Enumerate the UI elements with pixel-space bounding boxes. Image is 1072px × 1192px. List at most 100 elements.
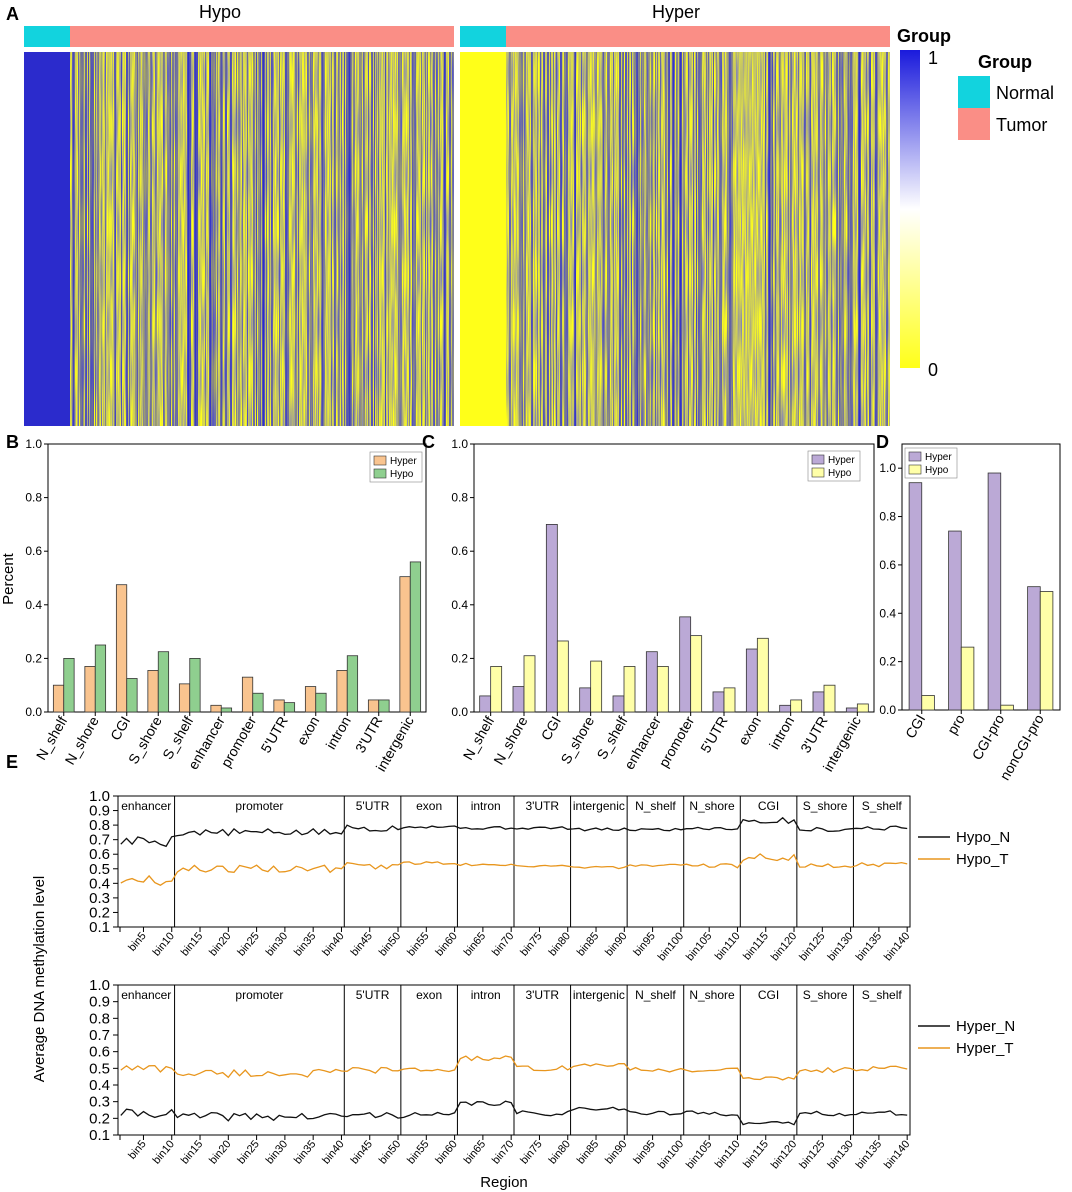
- heatmap-stripe: [253, 52, 255, 426]
- bar-hypo-5'UTR: [723, 687, 736, 713]
- heatmap-stripe: [81, 52, 83, 426]
- bar-hypo-S_shelf: [623, 666, 636, 713]
- x-tick-label: bin35: [292, 1138, 318, 1166]
- heatmap-stripe: [665, 52, 667, 426]
- region-label: intergenic: [573, 988, 625, 1002]
- y-tick-label: 0.8: [89, 817, 110, 834]
- heatmap-stripe: [236, 52, 237, 426]
- region-label: promoter: [235, 988, 283, 1002]
- heatmap-stripe: [78, 52, 79, 426]
- y-tick-label: 0.4: [25, 598, 42, 612]
- heatmap-stripe: [91, 52, 92, 426]
- bar-hyper-N_shore: [512, 686, 525, 713]
- bar-hyper-CGI: [545, 524, 558, 713]
- heatmap-stripe: [129, 52, 130, 426]
- heatmap-stripe: [866, 52, 867, 426]
- x-tick-label: CGI: [107, 714, 133, 744]
- x-tick-label: bin30: [264, 930, 290, 958]
- legend-swatch-hyper: [908, 451, 922, 462]
- heatmap-stripe: [101, 52, 102, 426]
- y-tick-label: 1.0: [89, 788, 110, 805]
- heatmap-stripe: [145, 52, 147, 426]
- line-hypo_t: [120, 853, 908, 886]
- region-label: CGI: [758, 988, 779, 1002]
- bar-hypo-N_shore: [523, 655, 536, 713]
- heatmap-stripe: [602, 52, 604, 426]
- bar-hyper-S_shore: [147, 670, 159, 713]
- x-tick-label: bin60: [433, 930, 459, 958]
- hypo-tumor-annotation: [70, 26, 454, 47]
- region-label: S_shore: [803, 988, 848, 1002]
- x-tick-label: bin65: [462, 930, 488, 958]
- y-tick-label: 0.2: [879, 655, 896, 669]
- heatmap-stripe: [886, 52, 888, 426]
- hyper-tumor-block: [506, 52, 890, 426]
- hyper-normal-block: [460, 52, 506, 426]
- x-tick-label: bin15: [179, 930, 205, 958]
- heatmap-stripe: [716, 52, 717, 426]
- x-tick-label: bin110: [713, 1138, 743, 1170]
- heatmap-stripe: [556, 52, 557, 426]
- heatmap-stripe: [163, 52, 164, 426]
- e-xlabel: Region: [480, 1174, 528, 1191]
- bar-hyper-S_shore: [579, 687, 592, 713]
- heatmap-stripe: [537, 52, 538, 426]
- bar-hypo-exon: [756, 637, 769, 713]
- heatmap-stripe: [877, 52, 878, 426]
- bar-hypo-intergenic: [856, 703, 869, 713]
- heatmap-stripe: [680, 52, 682, 426]
- heatmap-stripe: [553, 52, 554, 426]
- y-tick-label: 0.7: [89, 832, 110, 849]
- heatmap-stripe: [220, 52, 222, 426]
- heatmap-stripe: [266, 52, 267, 426]
- panel-a: A Hypo Hyper Group 1 0 Group Normal: [6, 2, 1054, 426]
- heatmap-stripe: [574, 52, 576, 426]
- heatmap-stripe: [287, 52, 289, 426]
- region-label: 3'UTR: [525, 799, 559, 813]
- x-tick-label: CGI: [902, 712, 928, 742]
- x-tick-label: pro: [944, 711, 968, 737]
- y-tick-label: 0.3: [89, 890, 110, 907]
- bar-hypo-5'UTR: [283, 702, 296, 713]
- heatmap-stripe: [798, 52, 799, 426]
- heatmap-stripe: [97, 52, 99, 426]
- bar-hyper-nonCGI-pro: [1027, 586, 1041, 711]
- heatmap-stripe: [147, 52, 148, 426]
- heatmap-stripe: [195, 52, 196, 426]
- heatmap-stripe: [769, 52, 771, 426]
- heatmap-stripe: [439, 52, 440, 426]
- heatmap-stripe: [859, 52, 861, 426]
- heatmap-stripe: [150, 52, 152, 426]
- bar-hypo-exon: [315, 692, 327, 713]
- panel-e: E Average DNA methylation level Region 0…: [6, 752, 1015, 1191]
- heatmap-stripe: [260, 52, 261, 426]
- bar-hypo-N_shelf: [490, 666, 503, 713]
- colorbar-title: Group: [897, 26, 951, 46]
- heatmap-stripe: [205, 52, 206, 426]
- legend-tumor-label: Tumor: [996, 115, 1047, 135]
- region-label: intron: [471, 799, 501, 813]
- x-tick-label: bin115: [741, 930, 771, 962]
- legend-label-hyper: Hyper: [925, 452, 952, 463]
- y-tick-label: 0.8: [879, 510, 896, 524]
- heatmap-stripe: [719, 52, 721, 426]
- heatmap-stripe: [415, 52, 416, 426]
- heatmap-stripe: [840, 52, 842, 426]
- heatmap-stripe: [713, 52, 714, 426]
- panel-label-b: B: [6, 432, 19, 452]
- y-tick-label: 0.9: [89, 994, 110, 1011]
- heatmap-stripe: [586, 52, 588, 426]
- heatmap-stripe: [628, 52, 629, 426]
- heatmap-stripe: [430, 52, 431, 426]
- bar-hyper-promoter: [679, 616, 692, 713]
- heatmap-stripe: [269, 52, 270, 426]
- heatmap-stripe: [92, 52, 94, 426]
- heatmap-stripe: [810, 52, 811, 426]
- heatmap-stripe: [779, 52, 781, 426]
- x-tick-label: bin55: [405, 1138, 431, 1166]
- x-tick-label: bin5: [126, 1138, 149, 1162]
- heatmap-stripe: [324, 52, 325, 426]
- region-label: exon: [416, 799, 442, 813]
- heatmap-stripe: [603, 52, 605, 426]
- heatmap-stripe: [436, 52, 438, 426]
